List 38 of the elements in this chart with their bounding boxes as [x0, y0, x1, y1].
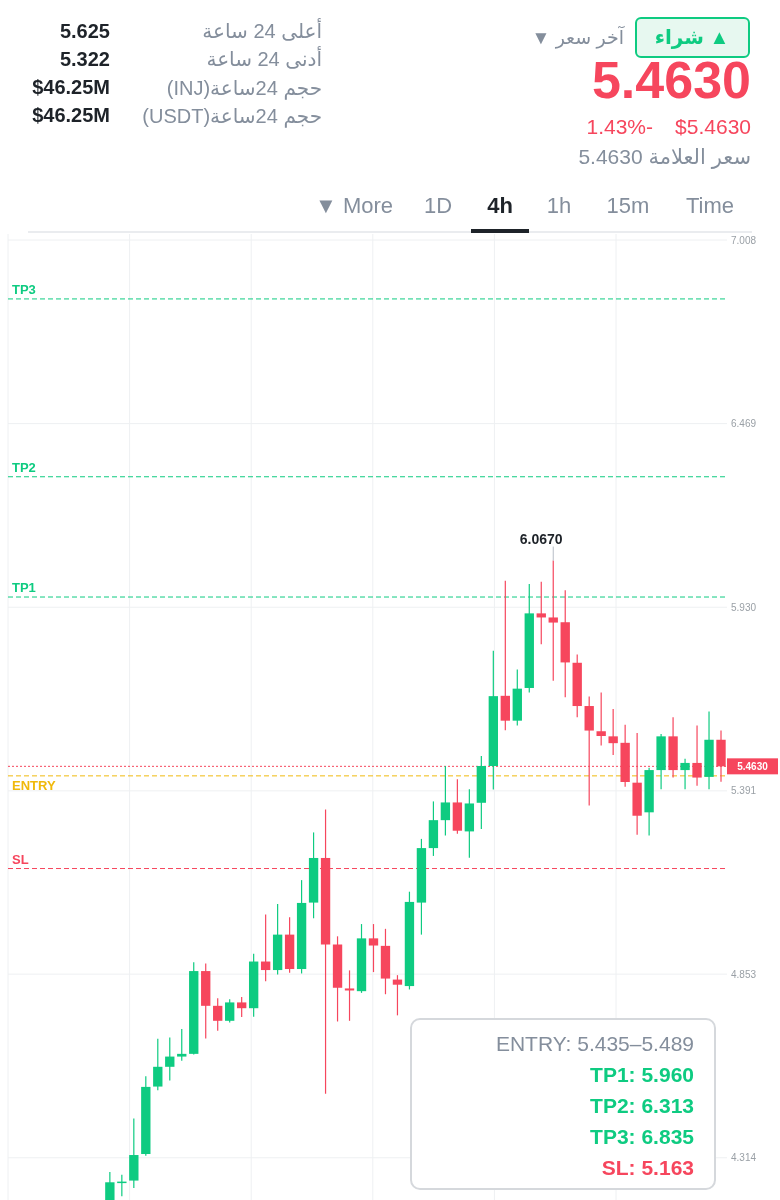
- text: 1.43%-: [586, 114, 653, 138]
- ref-line-label: TP1: [12, 580, 36, 596]
- text: أعلى 24 ساعة: [202, 20, 322, 42]
- annotation: TP1: 5.960: [590, 1062, 694, 1086]
- annotation: ENTRY: 5.435–5.489: [495, 1031, 694, 1055]
- annotation: TP2: 6.313: [590, 1093, 694, 1117]
- text: 15m: [606, 193, 650, 218]
- text: 4h: [487, 193, 513, 218]
- y-tick-label: 4.853: [731, 968, 757, 980]
- text: 5.322: [59, 48, 110, 70]
- ref-line-label: TP2: [12, 459, 36, 475]
- text: ▲ شراء: [654, 26, 730, 48]
- text: سعر العلامة 5.4630: [578, 144, 751, 168]
- text: $46.25M: [32, 76, 110, 98]
- text: $5.4630: [675, 114, 751, 138]
- text: $46.25M: [32, 104, 110, 126]
- y-tick-label: 5.930: [731, 601, 757, 613]
- annotation: SL: 5.163: [601, 1155, 694, 1179]
- text: 5.625: [59, 20, 110, 42]
- annotation: TP3: 6.835: [590, 1124, 694, 1148]
- y-tick-label: 5.391: [731, 785, 757, 797]
- ref-line-label: ENTRY: [12, 777, 56, 793]
- ref-line-label: TP3: [12, 281, 36, 297]
- text: 1D: [423, 193, 453, 218]
- text: Time: [685, 193, 735, 218]
- ref-line-label: SL: [12, 851, 29, 867]
- text: أدنى 24 ساعة: [206, 48, 322, 70]
- text: 5.4630: [591, 51, 751, 109]
- text: حجم 24ساعة(INJ): [166, 77, 322, 99]
- text: حجم 24ساعة(USDT): [142, 105, 322, 127]
- text: 1h: [546, 193, 572, 218]
- ref-line-label: 5.4630: [737, 760, 769, 772]
- y-tick-label: 4.314: [731, 1152, 757, 1164]
- y-tick-label: 6.469: [731, 418, 757, 430]
- annotation: 6.0670: [519, 530, 563, 547]
- text: آخر سعر ▼: [531, 26, 624, 48]
- text: ▼ More: [314, 193, 394, 218]
- y-tick-label: 7.008: [731, 234, 757, 246]
